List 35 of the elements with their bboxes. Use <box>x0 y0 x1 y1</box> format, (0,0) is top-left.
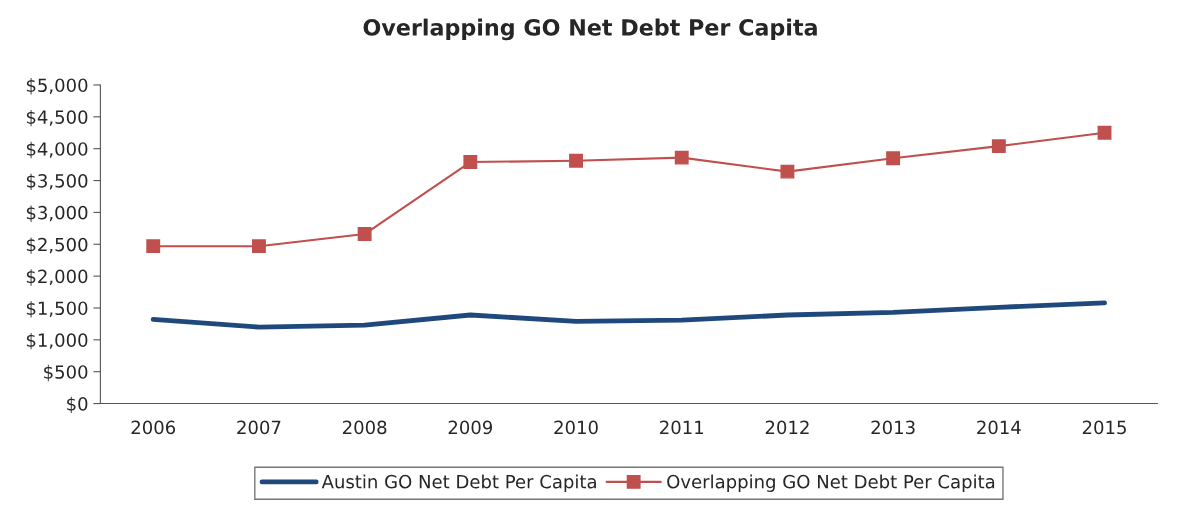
point <box>886 151 901 166</box>
point <box>463 155 478 170</box>
y-tick-label: $4,500 <box>26 109 88 127</box>
point <box>357 227 372 242</box>
y-tick-label: $0 <box>67 396 88 414</box>
x-tick-label: 2011 <box>660 420 704 435</box>
x-tick-label: 2008 <box>342 420 387 435</box>
y-tick-label: $1,000 <box>26 332 88 350</box>
legend-label: Overlapping GO Net Debt Per Capita <box>667 474 995 492</box>
y-tick-label: $5,000 <box>26 78 88 95</box>
x-tick-label: 2015 <box>1082 420 1126 435</box>
x-tick-label: 2014 <box>977 420 1021 435</box>
point <box>780 164 795 179</box>
y-tick-label: $3,000 <box>26 205 88 222</box>
y-tick-label: $3,500 <box>26 173 88 191</box>
chart-title: Overlapping GO Net Debt Per Capita <box>363 18 817 41</box>
point <box>1097 125 1112 140</box>
y-tick-label: $2,500 <box>26 237 88 254</box>
x-tick-label: 2009 <box>448 420 493 435</box>
x-tick-label: 2012 <box>765 420 809 435</box>
y-tick-label: $2,000 <box>26 269 88 286</box>
line-series <box>150 300 1107 330</box>
legend-label: Austin GO Net Debt Per Capita <box>321 474 596 492</box>
point <box>569 153 583 168</box>
x-tick-label: 2006 <box>131 420 176 435</box>
x-tick-label: 2007 <box>237 420 281 435</box>
point <box>251 239 266 254</box>
x-tick-label: 2013 <box>871 420 915 435</box>
y-tick-label: $1,500 <box>26 301 88 318</box>
x-tick-label: 2010 <box>554 420 598 435</box>
point <box>991 139 1006 154</box>
y-tick-label: $4,000 <box>26 141 88 159</box>
point <box>674 150 689 165</box>
y-tick-label: $500 <box>44 364 88 382</box>
point <box>146 239 161 254</box>
